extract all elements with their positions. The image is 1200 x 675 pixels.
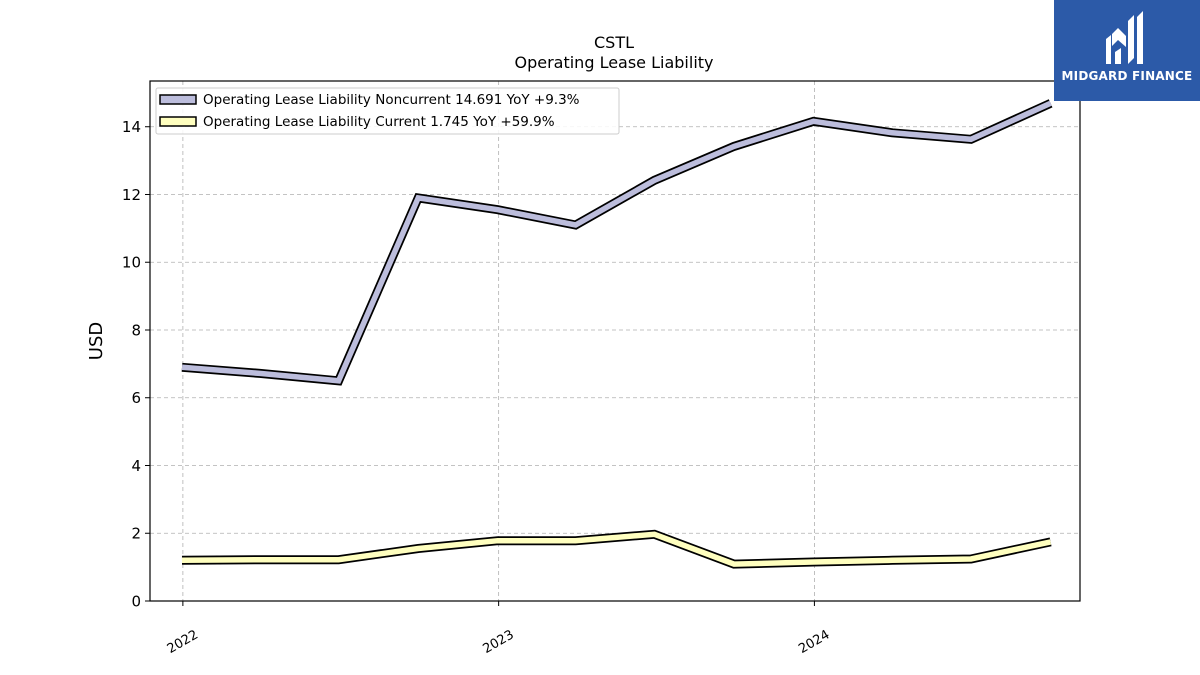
y-tick-label: 6: [131, 389, 141, 407]
legend-swatch-current: [159, 116, 197, 127]
legend: Operating Lease Liability Noncurrent 14.…: [155, 87, 620, 135]
chart-title: CSTL: [594, 33, 634, 52]
x-tick-label: 2023: [480, 627, 516, 657]
series-outline-operating-lease-liability-noncurrent: [181, 99, 1053, 386]
grid: [150, 81, 1080, 602]
legend-label-current: Operating Lease Liability Current 1.745 …: [203, 114, 555, 130]
legend-swatch-noncurrent: [159, 94, 197, 105]
chart-subtitle: Operating Lease Liability: [514, 53, 713, 72]
series-line-operating-lease-liability-noncurrent: [181, 100, 1052, 384]
y-axis-label: USD: [86, 322, 107, 360]
midgard-finance-logo-icon: [1106, 11, 1143, 64]
brand-name: MIDGARD FINANCE: [1061, 69, 1193, 83]
brand-logo: MIDGARD FINANCE: [1054, 0, 1200, 101]
y-tick-label: 2: [131, 525, 141, 543]
y-tick-label: 4: [131, 457, 141, 475]
plot-frame: [149, 80, 1081, 602]
series-layer: [181, 99, 1053, 569]
y-tick-label: 0: [131, 593, 141, 611]
legend-box: [155, 87, 620, 135]
x-tick-label: 2024: [796, 627, 832, 657]
y-tick-label: 14: [122, 118, 141, 136]
y-tick-label: 8: [131, 321, 141, 339]
series-line-operating-lease-liability-current: [181, 531, 1052, 567]
y-tick-label: 12: [122, 186, 141, 204]
x-tick-label: 2022: [165, 627, 201, 657]
ticks: 0 2 4 6 8 10 12 14 2022 2023 2024: [122, 118, 833, 657]
y-tick-label: 10: [122, 254, 141, 272]
legend-label-noncurrent: Operating Lease Liability Noncurrent 14.…: [203, 92, 580, 108]
